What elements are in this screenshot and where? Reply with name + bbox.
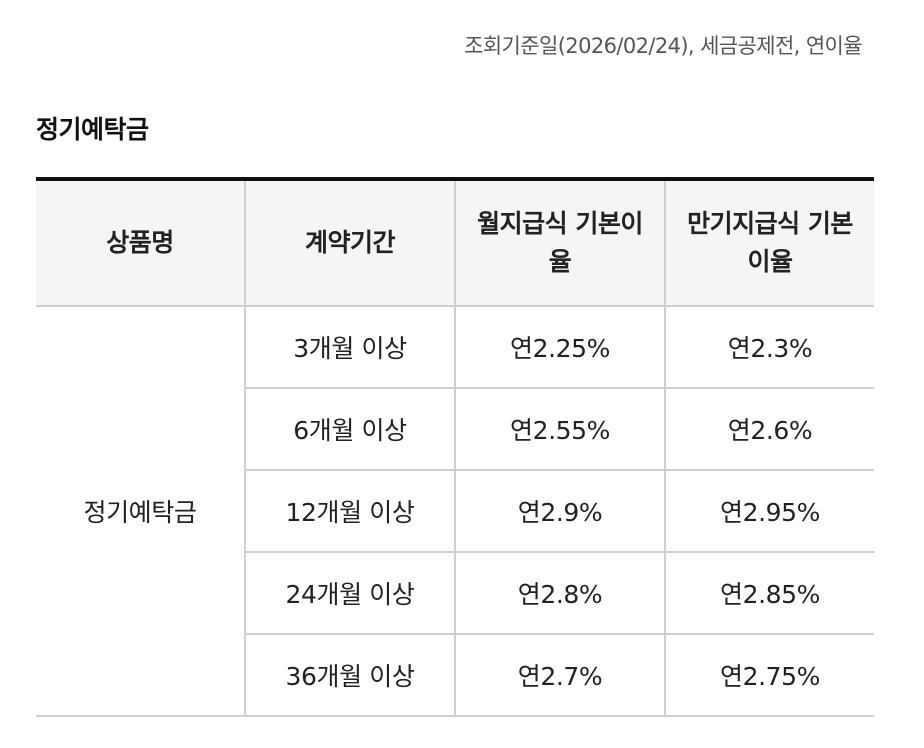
header-contract-period: 계약기간: [244, 179, 455, 307]
section-title: 정기예탁금: [36, 115, 149, 144]
period-cell: 36개월 이상: [244, 634, 455, 717]
table-row: 12개월 이상 연2.9% 연2.95%: [36, 470, 874, 553]
maturity-rate-cell: 연2.95%: [664, 470, 874, 553]
header-product-name: 상품명: [36, 179, 245, 307]
interest-rate-table: 상품명 계약기간 월지급식 기본이율 만기지급식 기본이율 정기예탁금 3개월 …: [36, 177, 874, 717]
monthly-rate-cell: 연2.25%: [454, 306, 665, 389]
table-row: 6개월 이상 연2.55% 연2.6%: [36, 388, 874, 471]
header-maturity-rate: 만기지급식 기본이율: [664, 179, 874, 307]
query-basis-note: 조회기준일(2026/02/24), 세금공제전, 연이율: [464, 34, 862, 58]
period-cell: 3개월 이상: [244, 306, 455, 389]
monthly-rate-cell: 연2.55%: [454, 388, 665, 471]
monthly-rate-cell: 연2.9%: [454, 470, 665, 553]
table-header-row: 상품명 계약기간 월지급식 기본이율 만기지급식 기본이율: [36, 179, 874, 307]
table-row: 24개월 이상 연2.8% 연2.85%: [36, 552, 874, 635]
period-cell: 12개월 이상: [244, 470, 455, 553]
monthly-rate-cell: 연2.7%: [454, 634, 665, 717]
maturity-rate-cell: 연2.3%: [664, 306, 874, 389]
table-row: 36개월 이상 연2.7% 연2.75%: [36, 634, 874, 717]
maturity-rate-cell: 연2.75%: [664, 634, 874, 717]
period-cell: 6개월 이상: [244, 388, 455, 471]
maturity-rate-cell: 연2.85%: [664, 552, 874, 635]
table-row: 정기예탁금 3개월 이상 연2.25% 연2.3%: [36, 306, 874, 717]
product-name-cell: 정기예탁금: [36, 306, 245, 717]
maturity-rate-cell: 연2.6%: [664, 388, 874, 471]
header-monthly-rate: 월지급식 기본이율: [454, 179, 665, 307]
period-cell: 24개월 이상: [244, 552, 455, 635]
monthly-rate-cell: 연2.8%: [454, 552, 665, 635]
